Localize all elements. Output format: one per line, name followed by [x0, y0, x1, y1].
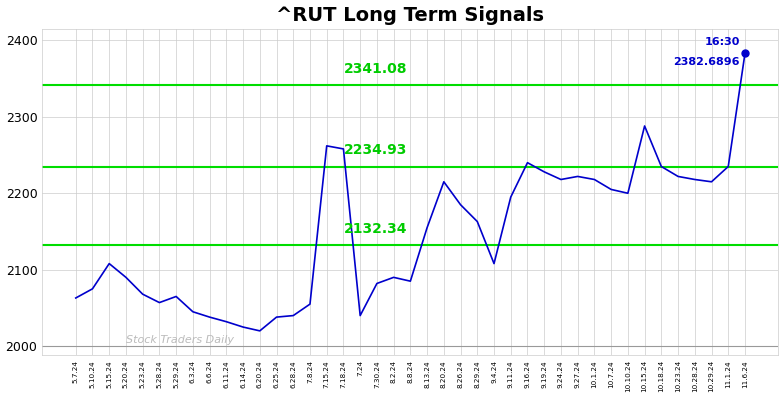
Text: 2382.6896: 2382.6896 — [673, 57, 740, 67]
Text: 2234.93: 2234.93 — [343, 143, 407, 157]
Text: 2341.08: 2341.08 — [343, 62, 407, 76]
Title: ^RUT Long Term Signals: ^RUT Long Term Signals — [277, 6, 544, 25]
Text: 16:30: 16:30 — [705, 37, 740, 47]
Text: Stock Traders Daily: Stock Traders Daily — [126, 335, 234, 345]
Text: 2132.34: 2132.34 — [343, 222, 407, 236]
